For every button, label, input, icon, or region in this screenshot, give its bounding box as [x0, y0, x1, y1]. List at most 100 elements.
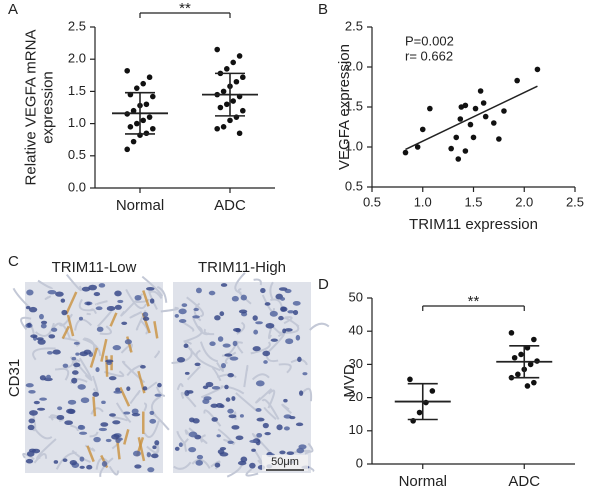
nucleus	[216, 402, 224, 408]
nucleus	[53, 460, 59, 464]
nucleus	[146, 286, 155, 291]
y-tick-label: 0	[356, 455, 363, 470]
stained-vessel	[119, 386, 131, 407]
nucleus	[72, 370, 79, 375]
stained-vessel	[65, 291, 78, 315]
tissue-fiber	[78, 298, 94, 312]
nucleus	[48, 334, 56, 339]
nucleus	[140, 365, 146, 369]
nucleus	[178, 308, 187, 315]
nucleus	[114, 304, 122, 310]
nucleus	[123, 411, 131, 415]
nucleus	[209, 341, 216, 347]
scale-bar-bg	[262, 455, 308, 471]
data-point	[240, 74, 246, 81]
tissue-fiber	[103, 370, 125, 378]
tissue-fiber	[236, 321, 246, 335]
nucleus	[62, 458, 68, 463]
nucleus	[227, 408, 234, 414]
data-point	[140, 117, 146, 124]
nucleus	[188, 447, 197, 453]
nucleus	[181, 303, 188, 308]
tissue-fiber	[216, 362, 224, 372]
tissue-fiber	[65, 273, 83, 292]
nucleus	[188, 431, 198, 438]
tissue-fiber	[146, 443, 160, 454]
y-axis-label: MVD	[341, 364, 358, 398]
tissue-fiber	[82, 338, 102, 356]
nucleus	[92, 391, 100, 397]
tissue-fiber	[278, 363, 292, 374]
nucleus	[131, 413, 141, 417]
tissue-fiber	[234, 272, 246, 294]
nucleus	[260, 288, 266, 294]
tissue-fiber	[224, 351, 237, 365]
panel-label: A	[8, 1, 18, 18]
data-point	[514, 77, 520, 84]
tissue-fiber	[129, 389, 141, 405]
nucleus	[279, 297, 286, 301]
tissue-fiber	[281, 403, 292, 415]
x-tick-label: 0.5	[363, 194, 381, 209]
data-point	[480, 100, 487, 106]
image-title: TRIM11-High	[198, 259, 286, 276]
nucleus	[229, 356, 239, 361]
tissue-fiber	[195, 349, 221, 372]
tissue-fiber	[203, 409, 222, 427]
nucleus	[39, 313, 44, 320]
tissue-fiber	[263, 406, 277, 420]
tissue-fiber	[20, 316, 32, 331]
nucleus	[251, 448, 256, 452]
tissue-fiber	[173, 461, 192, 470]
data-point	[143, 101, 150, 108]
nucleus	[279, 450, 286, 455]
y-tick-label: 1.5	[68, 83, 86, 98]
tissue-fiber	[111, 416, 128, 422]
nucleus	[28, 306, 38, 313]
nucleus	[205, 381, 214, 388]
nucleus	[232, 340, 238, 347]
nucleus	[265, 322, 275, 329]
nucleus	[71, 356, 77, 361]
y-tick-label: 0.5	[68, 147, 86, 162]
nucleus	[278, 287, 288, 291]
panel-label: D	[318, 276, 329, 293]
nucleus	[98, 427, 108, 432]
data-point	[482, 113, 489, 120]
nucleus	[178, 442, 183, 448]
significance: **	[468, 293, 480, 310]
nucleus	[105, 359, 114, 363]
nucleus	[77, 384, 86, 390]
data-point	[220, 88, 227, 95]
tissue-fiber	[268, 332, 285, 353]
data-point	[491, 120, 497, 126]
nucleus	[276, 424, 283, 431]
nucleus	[79, 351, 88, 357]
nucleus	[195, 287, 202, 294]
side-label: CD31	[6, 359, 23, 397]
tissue-fiber	[291, 449, 311, 455]
nucleus	[151, 453, 159, 459]
nucleus	[40, 323, 47, 329]
tissue-fiber	[91, 375, 99, 394]
nucleus	[75, 352, 80, 356]
nucleus	[26, 451, 35, 457]
tissue-fiber	[58, 313, 73, 327]
nucleus	[217, 336, 224, 342]
nucleus	[28, 390, 36, 394]
nucleus	[78, 316, 84, 321]
x-tick-label: 2.0	[515, 194, 533, 209]
nucleus	[46, 374, 51, 380]
nucleus	[298, 390, 304, 396]
nucleus	[287, 310, 295, 314]
tissue-fiber	[33, 453, 48, 464]
nucleus	[297, 356, 302, 363]
y-tick-label: 30	[349, 356, 363, 371]
nucleus	[93, 292, 101, 297]
nucleus	[37, 339, 46, 345]
y-tick-label: 2.0	[345, 58, 363, 73]
nucleus	[278, 315, 284, 321]
data-point	[224, 66, 230, 72]
nucleus	[69, 460, 78, 466]
nucleus	[134, 294, 142, 301]
